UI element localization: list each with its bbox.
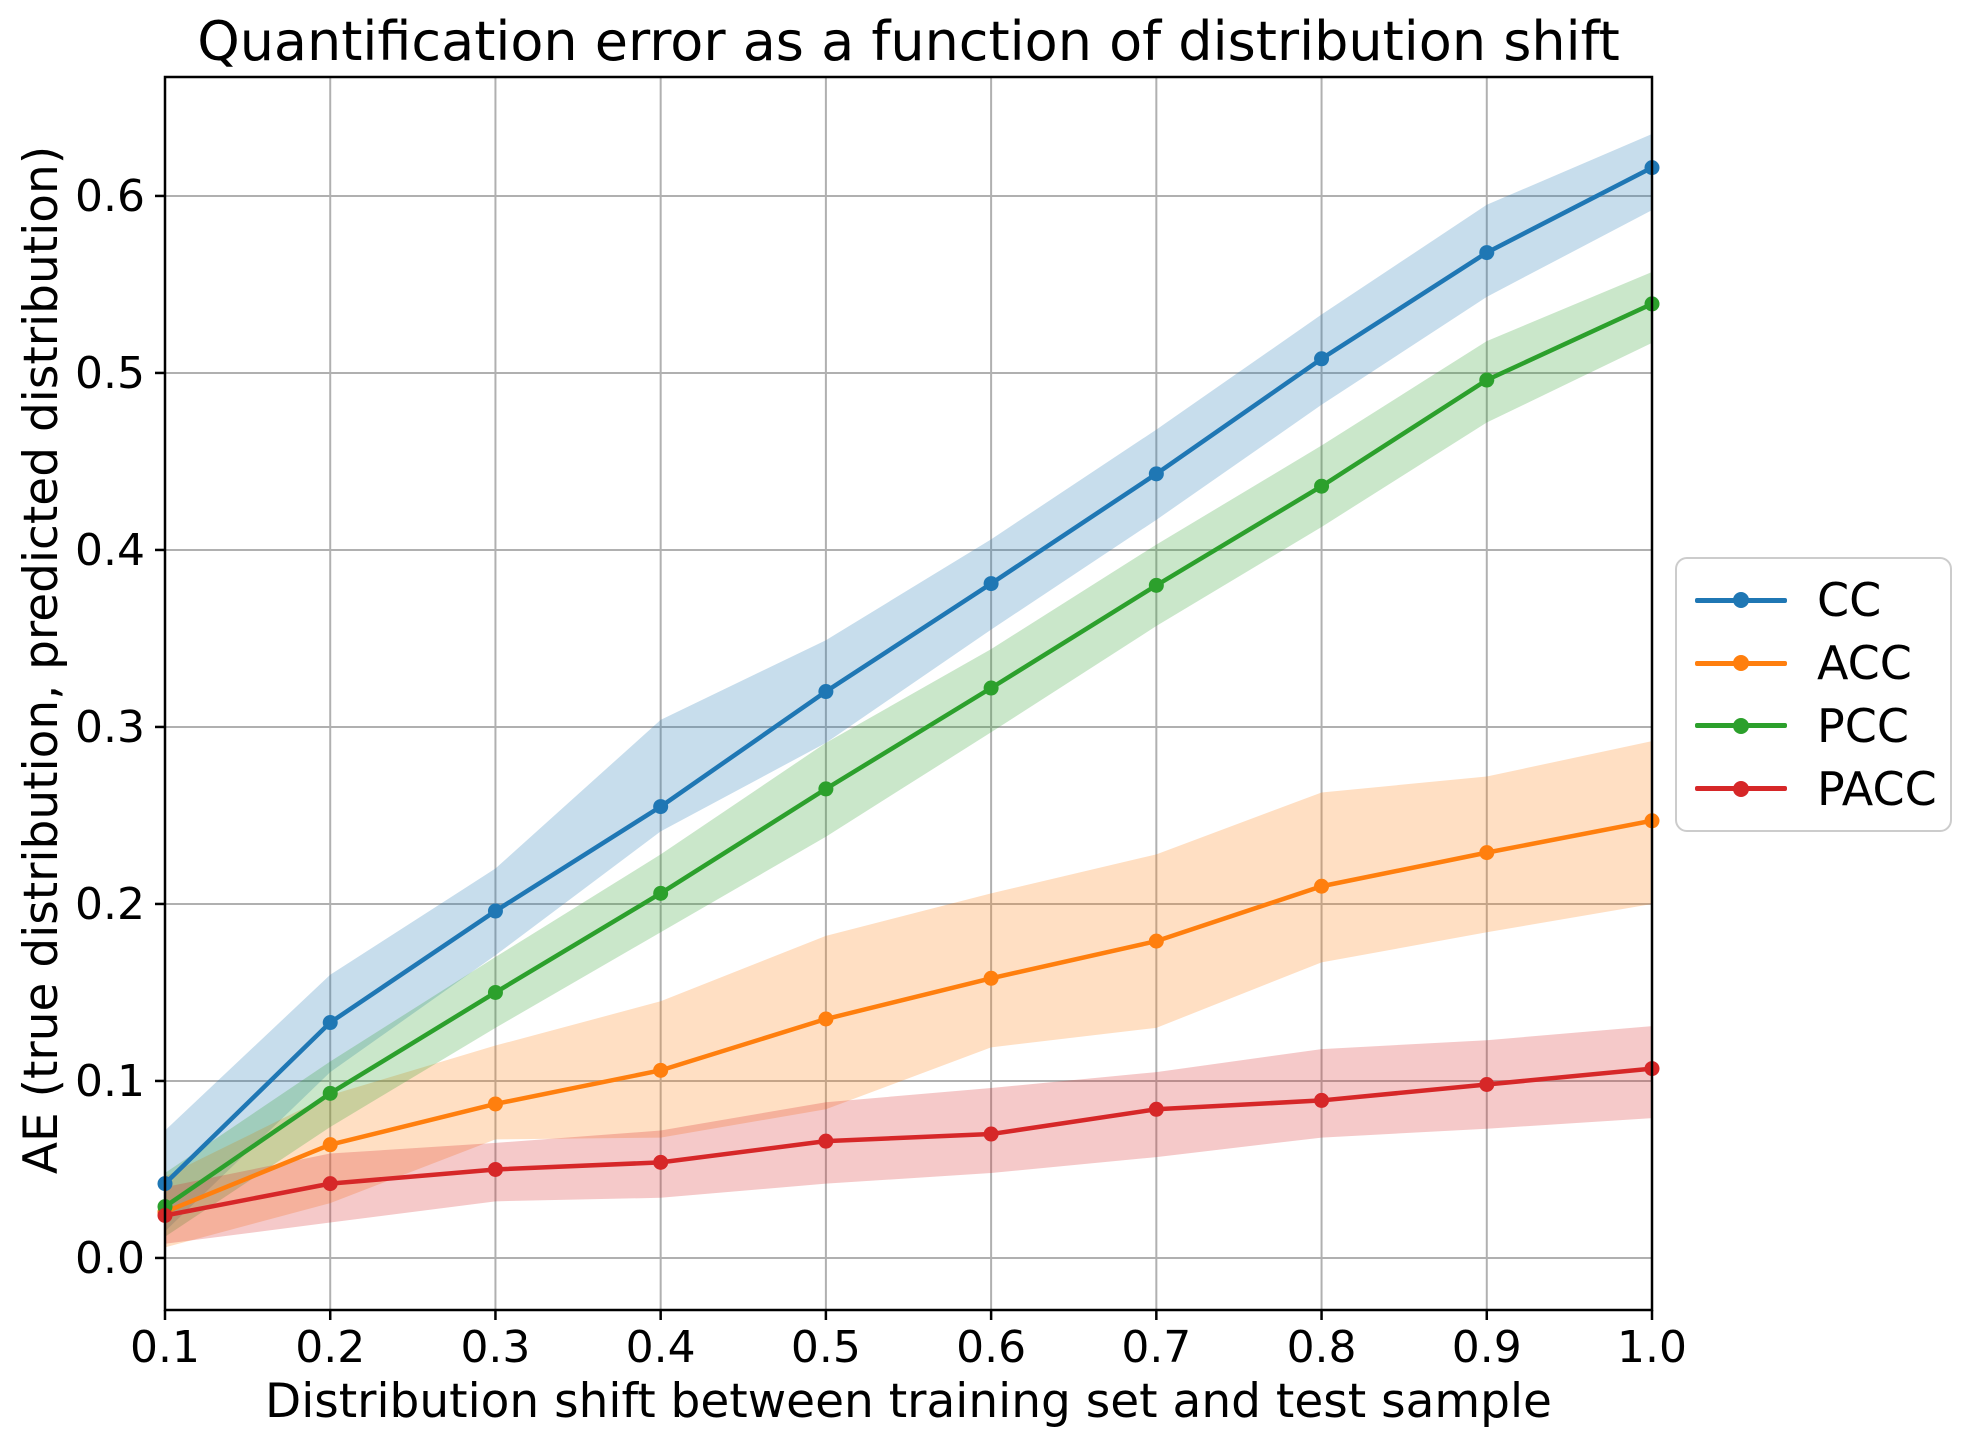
x-tick-label: 0.8 [1287, 1322, 1357, 1373]
legend-item-pcc: PCC [1677, 703, 1950, 749]
data-point-ACC [487, 1096, 503, 1112]
legend-line-sample-cc [1695, 592, 1787, 609]
legend-marker-dot [1733, 780, 1749, 797]
legend: CC ACC PCC PACC [1675, 557, 1952, 832]
legend-line-sample-pcc [1695, 717, 1787, 734]
x-tick-label: 0.1 [130, 1322, 200, 1373]
data-point-PACC [487, 1161, 503, 1177]
x-tick-label: 1.0 [1617, 1322, 1687, 1373]
data-point-PCC [487, 984, 503, 1000]
legend-label-pacc: PACC [1817, 761, 1937, 816]
data-point-PACC [322, 1176, 338, 1192]
y-tick-label: 0.3 [75, 702, 145, 753]
data-point-CC [1479, 245, 1495, 261]
data-point-PACC [983, 1126, 999, 1142]
series-CC-band [165, 133, 1652, 1232]
data-point-CC [818, 684, 834, 700]
data-point-PCC [322, 1085, 338, 1101]
x-axis-label: Distribution shift between training set … [265, 1374, 1552, 1429]
data-point-PCC [983, 680, 999, 696]
legend-item-pacc: PACC [1677, 766, 1950, 812]
data-point-PCC [653, 885, 669, 901]
data-point-CC [1314, 351, 1330, 367]
data-point-ACC [1479, 845, 1495, 861]
series-ACC-band [165, 741, 1652, 1248]
legend-marker-dot [1733, 717, 1749, 734]
y-axis-label: AE (true distribution, predicted distrib… [14, 145, 69, 1175]
y-tick-label: 0.4 [75, 525, 145, 576]
data-point-PACC [1314, 1092, 1330, 1108]
y-axis-ticks: 0.0 0.1 0.2 0.3 0.4 0.5 0.6 [75, 171, 165, 1284]
data-point-PCC [1479, 372, 1495, 388]
chart-title: Quantification error as a function of di… [197, 10, 1620, 73]
series-PACC-band [165, 1026, 1652, 1244]
x-tick-label: 0.2 [295, 1322, 365, 1373]
legend-label-pcc: PCC [1817, 698, 1909, 753]
legend-item-acc: ACC [1677, 640, 1950, 686]
y-tick-label: 0.1 [75, 1056, 145, 1107]
data-point-CC [322, 1015, 338, 1031]
y-tick-label: 0.0 [75, 1233, 145, 1284]
data-point-CC [983, 576, 999, 592]
data-point-PCC [1148, 577, 1164, 593]
plot-border [163, 75, 1654, 1312]
series-PCC-line [157, 296, 1660, 1215]
data-point-PACC [1148, 1101, 1164, 1117]
x-tick-label: 0.4 [626, 1322, 696, 1373]
x-tick-label: 0.3 [460, 1322, 530, 1373]
y-tick-label: 0.5 [75, 348, 145, 399]
y-tick-label: 0.6 [75, 171, 145, 222]
legend-line-sample-pacc [1695, 780, 1787, 797]
x-tick-label: 0.9 [1452, 1322, 1522, 1373]
data-point-CC [1148, 466, 1164, 482]
data-point-ACC [1148, 933, 1164, 949]
series-PACC-line [157, 1061, 1660, 1223]
x-tick-label: 0.7 [1121, 1322, 1191, 1373]
data-point-PACC [818, 1133, 834, 1149]
legend-item-cc: CC [1677, 577, 1950, 623]
x-tick-label: 0.5 [791, 1322, 861, 1373]
data-point-ACC [983, 970, 999, 986]
data-point-ACC [322, 1137, 338, 1153]
legend-marker-dot [1733, 592, 1749, 609]
legend-line-sample-acc [1695, 655, 1787, 672]
x-axis-ticks: 0.1 0.2 0.3 0.4 0.5 0.6 0.7 0.8 0.9 1.0 [130, 1310, 1687, 1373]
data-point-ACC [1314, 878, 1330, 894]
data-point-CC [653, 799, 669, 815]
data-point-CC [487, 903, 503, 919]
legend-marker-dot [1733, 655, 1749, 672]
legend-label-acc: ACC [1817, 636, 1912, 691]
data-point-PACC [1479, 1076, 1495, 1092]
data-point-ACC [653, 1062, 669, 1078]
data-point-PACC [653, 1154, 669, 1170]
legend-label-cc: CC [1817, 573, 1882, 628]
x-tick-label: 0.6 [956, 1322, 1026, 1373]
data-point-PCC [1314, 478, 1330, 494]
data-point-PCC [818, 781, 834, 797]
data-point-ACC [818, 1011, 834, 1027]
y-tick-label: 0.2 [75, 879, 145, 930]
